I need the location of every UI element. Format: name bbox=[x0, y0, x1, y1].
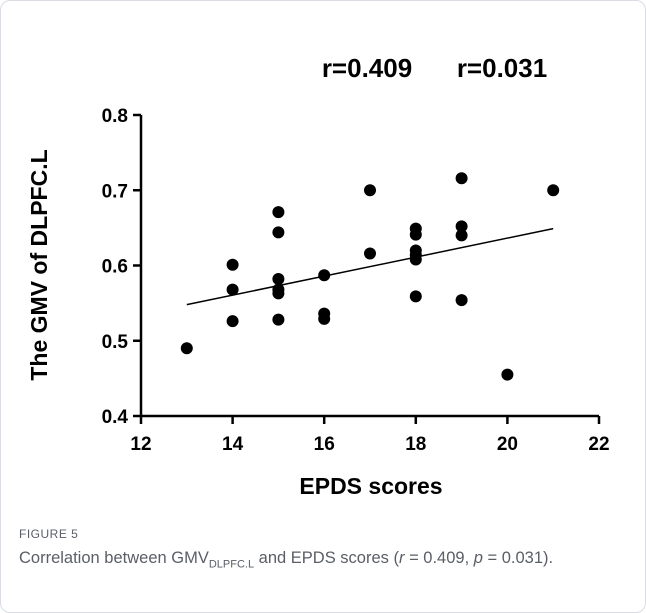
data-points bbox=[180, 172, 560, 381]
data-point bbox=[226, 258, 239, 271]
caption-subscript: DLPFC.L bbox=[208, 558, 255, 571]
data-point bbox=[455, 229, 468, 242]
y-tick-label: 0.4 bbox=[102, 407, 129, 428]
data-point bbox=[318, 312, 331, 325]
y-tick-label: 0.8 bbox=[102, 106, 128, 127]
data-point bbox=[272, 287, 285, 300]
data-point bbox=[455, 172, 468, 185]
caption-text-start: Correlation between GMV bbox=[19, 549, 209, 567]
caption-text-middle: and EPDS scores ( bbox=[254, 549, 399, 567]
caption-text: Correlation between GMVDLPFC.L and EPDS … bbox=[19, 547, 619, 575]
data-point bbox=[180, 342, 193, 355]
x-axis-title: EPDS scores bbox=[299, 473, 442, 499]
data-point bbox=[501, 368, 514, 381]
caption-r-value: = 0.409, bbox=[404, 549, 474, 567]
data-point bbox=[226, 283, 239, 296]
caption-p-symbol: p bbox=[473, 549, 483, 567]
data-point bbox=[409, 290, 422, 303]
y-axis-title: The GMV of DLPFC.L bbox=[26, 149, 52, 380]
figure-caption: FIGURE 5 Correlation between GMVDLPFC.L … bbox=[19, 527, 619, 575]
data-point bbox=[455, 294, 468, 307]
y-tick-label: 0.7 bbox=[102, 181, 128, 202]
x-tick-label: 16 bbox=[314, 434, 335, 455]
annotation-r: r=0.409 bbox=[322, 53, 412, 83]
annotation-p: r=0.031 bbox=[457, 53, 547, 83]
data-point bbox=[364, 184, 376, 197]
x-tick-label: 20 bbox=[497, 434, 518, 455]
x-ticks: 12 14 16 18 20 22 bbox=[130, 416, 610, 455]
caption-r-symbol: r bbox=[398, 549, 405, 567]
figure-label: FIGURE 5 bbox=[19, 527, 79, 541]
regression-line bbox=[186, 227, 554, 306]
data-point bbox=[272, 206, 285, 219]
data-point bbox=[409, 228, 422, 241]
data-point bbox=[409, 253, 422, 266]
x-tick-label: 22 bbox=[588, 434, 609, 455]
caption-p-value: = 0.031). bbox=[482, 549, 554, 567]
data-point bbox=[272, 226, 285, 239]
y-tick-label: 0.5 bbox=[102, 332, 129, 353]
data-point bbox=[226, 315, 239, 328]
x-tick-label: 12 bbox=[130, 434, 151, 455]
y-tick-label: 0.6 bbox=[102, 257, 128, 278]
data-point bbox=[455, 220, 468, 233]
y-ticks: 0.4 0.5 0.6 0.7 0.8 bbox=[102, 106, 141, 428]
x-tick-label: 18 bbox=[405, 434, 426, 455]
data-point bbox=[364, 247, 376, 260]
data-point bbox=[547, 184, 560, 197]
data-point bbox=[272, 313, 285, 326]
x-tick-label: 14 bbox=[222, 434, 244, 455]
data-point bbox=[318, 269, 331, 282]
scatter-plot: 0.4 0.5 0.6 0.7 0.8 12 14 16 18 20 22 r=0.409 r=0… bbox=[26, 53, 610, 499]
data-point bbox=[272, 273, 285, 286]
